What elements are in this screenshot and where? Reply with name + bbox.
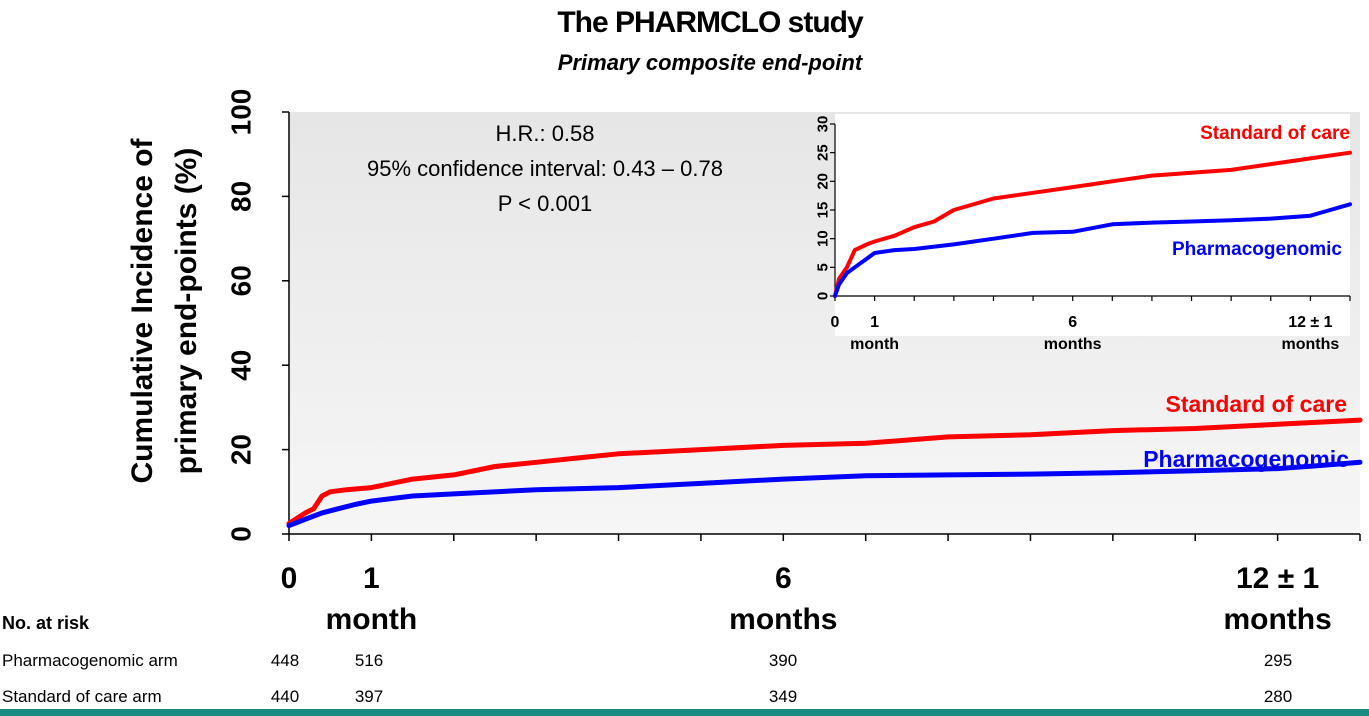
inset-x-tick-sublabel: months — [1044, 336, 1102, 353]
page-title: The PHARMCLO study — [557, 6, 863, 39]
series-line-standard-of-care — [286, 417, 1363, 526]
y-axis-label-line1: Cumulative Incidence of — [126, 137, 159, 483]
inset-y-tick-label: 5 — [815, 263, 832, 271]
x-tick-label: 12 ± 1 — [1236, 562, 1319, 595]
inset-y-tick-label: 25 — [815, 144, 832, 161]
x-tick-sublabel: month — [326, 603, 418, 636]
x-tick-label: 1 — [363, 562, 380, 595]
legend-standard-of-care: Standard of care — [1166, 391, 1348, 417]
y-axis-label-line2: primary end-points (%) — [170, 148, 203, 475]
risk-value: 390 — [768, 651, 798, 670]
risk-row-label: Standard of care arm — [2, 687, 162, 706]
inset-legend-standard-of-care: Standard of care — [1200, 123, 1350, 144]
inset-y-tick-label: 10 — [815, 230, 832, 247]
inset-series-line-pharmacogenomic — [833, 202, 1352, 298]
inset-y-tick-label: 0 — [815, 292, 832, 300]
x-tick-label: 0 — [281, 562, 298, 595]
x-tick-sublabel: months — [729, 603, 837, 636]
legend-pharmacogenomic: Pharmacogenomic — [1143, 446, 1349, 472]
x-tick-sublabel: months — [1223, 603, 1331, 636]
risk-value: 295 — [1263, 651, 1293, 670]
y-tick-label: 100 — [226, 89, 257, 136]
y-tick-label: 80 — [226, 181, 257, 212]
inset-x-tick-label: 12 ± 1 — [1288, 314, 1332, 331]
risk-row-label: Pharmacogenomic arm — [2, 651, 178, 670]
y-tick-label: 0 — [226, 526, 257, 542]
inset-y-tick-label: 30 — [815, 116, 832, 133]
inset-x-tick-sublabel: months — [1281, 336, 1339, 353]
page-subtitle: Primary composite end-point — [557, 50, 863, 75]
inset-y-tick-label: 15 — [815, 202, 832, 219]
risk-value: 349 — [768, 687, 798, 706]
inset-x-tick-label: 6 — [1068, 314, 1077, 331]
bottom-accent-bar — [0, 709, 1369, 716]
risk-value: 516 — [354, 651, 384, 670]
risk-value: 448 — [270, 651, 300, 670]
risk-table-header: No. at risk — [2, 613, 90, 633]
inset-x-tick-label: 0 — [831, 314, 840, 331]
y-tick-label: 20 — [226, 434, 257, 465]
y-tick-label: 40 — [226, 350, 257, 381]
annotation-line: H.R.: 0.58 — [495, 121, 594, 146]
inset-background — [835, 114, 1350, 336]
hazard-ratio-annotation: H.R.: 0.58 95% confidence interval: 0.43… — [367, 121, 723, 216]
annotation-line: 95% confidence interval: 0.43 – 0.78 — [367, 156, 723, 181]
inset-series-line-standard-of-care — [833, 150, 1352, 298]
x-tick-label: 6 — [775, 562, 792, 595]
y-tick-label: 60 — [226, 265, 257, 296]
annotation-line: P < 0.001 — [498, 191, 592, 216]
risk-value: 397 — [354, 687, 384, 706]
risk-value: 280 — [1263, 687, 1293, 706]
risk-value: 440 — [270, 687, 300, 706]
inset-y-tick-label: 20 — [815, 173, 832, 190]
inset-x-tick-label: 1 — [870, 314, 879, 331]
inset-x-tick-sublabel: month — [850, 336, 899, 353]
inset-legend-pharmacogenomic: Pharmacogenomic — [1172, 239, 1342, 260]
series-line-pharmacogenomic — [286, 459, 1363, 529]
